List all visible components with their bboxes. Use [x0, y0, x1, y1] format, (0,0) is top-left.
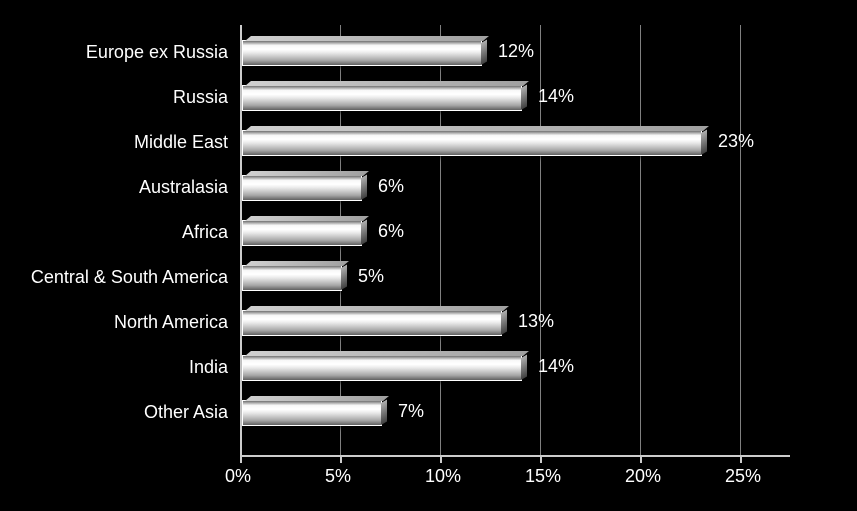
x-tick	[740, 455, 742, 463]
grid-line	[640, 25, 641, 455]
bar	[242, 130, 702, 156]
x-tick-label: 5%	[325, 466, 351, 487]
x-tick	[240, 455, 242, 463]
category-label: Central & South America	[31, 267, 228, 288]
category-label: Australasia	[139, 177, 228, 198]
category-label: North America	[114, 312, 228, 333]
category-label: Africa	[182, 222, 228, 243]
value-label: 7%	[398, 401, 424, 422]
category-label: Europe ex Russia	[86, 42, 228, 63]
grid-line	[740, 25, 741, 455]
value-label: 14%	[538, 356, 574, 377]
value-label: 12%	[498, 41, 534, 62]
bar	[242, 175, 362, 201]
value-label: 23%	[718, 131, 754, 152]
category-label: Russia	[173, 87, 228, 108]
bar	[242, 265, 342, 291]
chart: 0% 5% 10% 15% 20% 25% Europe ex Russia 12% Russi…	[0, 0, 857, 511]
x-tick	[440, 455, 442, 463]
bar	[242, 40, 482, 66]
x-tick-label: 25%	[725, 466, 761, 487]
bar	[242, 85, 522, 111]
value-label: 14%	[538, 86, 574, 107]
value-label: 13%	[518, 311, 554, 332]
x-axis-line	[240, 455, 790, 457]
value-label: 5%	[358, 266, 384, 287]
x-tick	[340, 455, 342, 463]
bar	[242, 400, 382, 426]
x-tick	[640, 455, 642, 463]
value-label: 6%	[378, 176, 404, 197]
bar	[242, 310, 502, 336]
category-label: Middle East	[134, 132, 228, 153]
x-tick	[540, 455, 542, 463]
bar	[242, 220, 362, 246]
value-label: 6%	[378, 221, 404, 242]
x-tick-label: 10%	[425, 466, 461, 487]
category-label: India	[189, 357, 228, 378]
bar	[242, 355, 522, 381]
x-tick-label: 20%	[625, 466, 661, 487]
category-label: Other Asia	[144, 402, 228, 423]
x-tick-label: 15%	[525, 466, 561, 487]
x-tick-label: 0%	[225, 466, 251, 487]
